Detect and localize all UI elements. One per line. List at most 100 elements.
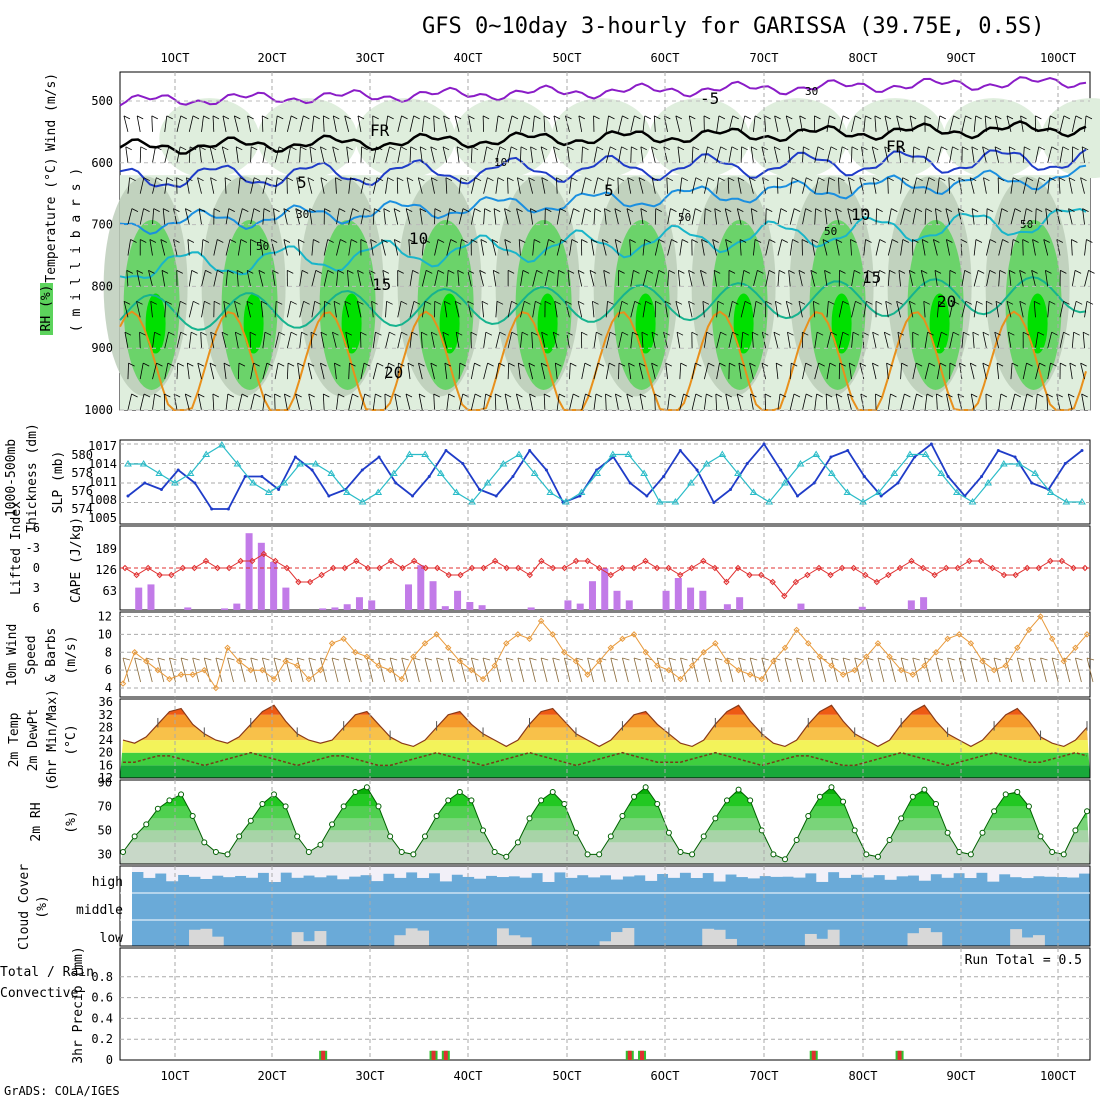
wind-barb-flag xyxy=(584,362,592,367)
wind-barb xyxy=(663,332,668,349)
wind-barb xyxy=(777,208,782,225)
wind-barb-flag xyxy=(210,177,217,182)
wind-barb-flag xyxy=(499,146,507,151)
wind-barb-flag xyxy=(431,331,438,336)
wind-barb xyxy=(973,270,979,287)
wind-barb xyxy=(531,332,534,349)
wind-barb xyxy=(654,393,656,411)
wind-barb xyxy=(628,363,632,380)
wind-barb xyxy=(822,239,828,256)
wind-barb xyxy=(614,208,619,225)
wind-barb-flag xyxy=(884,331,891,336)
high-cloud-gap xyxy=(633,866,646,876)
wind-barb xyxy=(556,208,561,225)
wind-barb-flag xyxy=(433,393,440,398)
wind-barb-flag xyxy=(719,362,726,367)
wind-barb xyxy=(773,332,779,349)
wind-barb-flag xyxy=(224,177,232,182)
wind-barb-flag xyxy=(706,331,713,336)
bottom-tick-label: 10OCT xyxy=(1040,1069,1076,1083)
low-cloud xyxy=(816,938,829,946)
wind-barb-flag xyxy=(510,146,518,151)
surface-wind-barb xyxy=(749,657,757,683)
wind-barb-flag xyxy=(421,331,428,336)
wind-barb xyxy=(519,332,523,349)
wind-barb xyxy=(123,301,129,318)
wind-barb xyxy=(909,301,914,318)
wind-barb-flag xyxy=(591,239,598,243)
surface-wind-barb-flag xyxy=(1028,657,1037,661)
top-tick-label: 8OCT xyxy=(849,51,878,65)
wind-barb xyxy=(703,363,709,380)
wind-barb xyxy=(593,332,597,349)
wind-barb xyxy=(495,363,500,380)
wind-speed-marker xyxy=(700,649,707,656)
wind-barb-flag xyxy=(627,177,634,182)
li-tick-label: 3 xyxy=(33,581,40,595)
wind-barb-flag xyxy=(915,362,923,367)
rh-marker xyxy=(270,791,277,798)
wind-barb xyxy=(789,208,795,225)
wind-barb xyxy=(663,115,668,132)
wind-barb xyxy=(518,239,521,256)
wind-barb-flag xyxy=(173,208,180,212)
wind-barb xyxy=(1008,146,1012,163)
surface-wind-barb-flag xyxy=(297,657,305,661)
slp-point xyxy=(795,494,799,498)
low-cloud xyxy=(303,941,315,946)
rh-blob-bright xyxy=(243,293,264,354)
wind-barb-flag xyxy=(313,115,320,120)
wind-barb xyxy=(286,146,291,163)
temp-axis-label-3: (6hr Min/Max) xyxy=(45,689,60,791)
wind-barb-flag xyxy=(971,393,978,398)
wind-barb xyxy=(360,208,365,225)
high-cloud-gap xyxy=(1044,866,1057,877)
wind-barb-flag xyxy=(307,362,315,367)
high-cloud-gap xyxy=(200,866,213,879)
wind-barb-flag xyxy=(332,331,339,336)
surface-wind-barb-flag xyxy=(343,657,351,661)
wind-barb xyxy=(150,301,153,318)
wind-barb xyxy=(826,177,830,194)
slp-tick-label: 1014 xyxy=(88,457,117,471)
rh-marker xyxy=(642,784,649,791)
wind-barb-flag xyxy=(156,362,163,367)
wind-barb xyxy=(774,301,779,318)
wind-barb-flag xyxy=(1051,146,1058,151)
dewpoint-line xyxy=(123,751,1088,767)
rh-marker xyxy=(1014,789,1021,795)
wind-barb-flag xyxy=(360,239,368,243)
low-cloud xyxy=(508,935,521,946)
wind-barb-flag xyxy=(652,177,659,182)
wind-barb-flag xyxy=(1026,208,1033,212)
wind-barb xyxy=(517,177,521,194)
wind-barb-flag xyxy=(825,393,833,398)
wind-barb-flag xyxy=(522,270,530,274)
wind-barb-flag xyxy=(222,115,230,120)
li-marker xyxy=(954,564,961,572)
wind-barb xyxy=(961,115,966,132)
wind-barb-flag xyxy=(474,208,481,212)
wind-barb-flag xyxy=(324,300,331,305)
wind-speed-marker xyxy=(143,658,150,665)
precip-tick-label: 0.2 xyxy=(91,1032,113,1046)
pressure-tick-label: 700 xyxy=(91,218,113,232)
wind-barb-flag xyxy=(842,115,850,120)
li-axis-label: Lifted Index xyxy=(9,501,24,595)
wind-barb-flag xyxy=(862,331,869,336)
li-marker xyxy=(538,557,545,565)
cape-bar xyxy=(368,600,376,610)
wind-barb-flag xyxy=(912,239,919,243)
wind-barb-flag xyxy=(655,300,662,305)
wind-barb xyxy=(152,363,157,380)
surface-wind-barb xyxy=(296,657,304,683)
wind-barb xyxy=(617,177,619,194)
wind-barb xyxy=(152,146,156,163)
thickness-marker xyxy=(452,488,461,495)
wind-barb xyxy=(458,363,461,380)
wind-barb-flag xyxy=(448,270,455,274)
contour-label: 20 xyxy=(384,363,403,382)
wind-barb xyxy=(320,177,325,194)
wind-barb xyxy=(311,301,316,318)
